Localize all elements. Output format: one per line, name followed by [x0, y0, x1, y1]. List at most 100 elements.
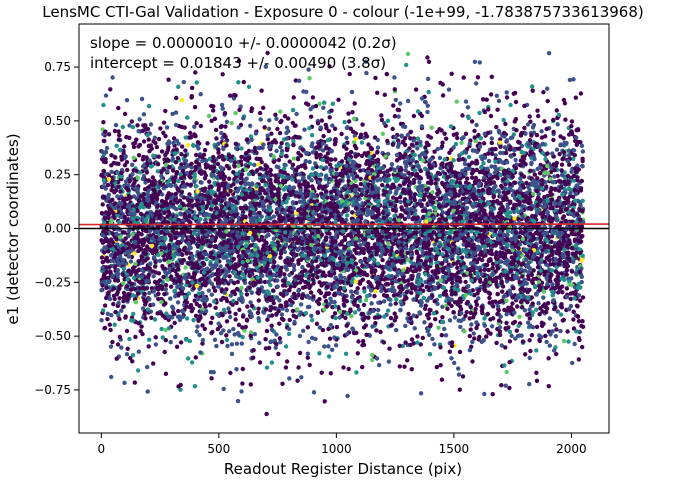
- scatter-point: [257, 340, 262, 346]
- scatter-point: [362, 289, 367, 294]
- scatter-point: [570, 360, 575, 366]
- scatter-point: [183, 265, 188, 270]
- scatter-point: [317, 183, 323, 189]
- scatter-point: [571, 178, 577, 183]
- scatter-point: [192, 384, 198, 389]
- scatter-point: [554, 351, 559, 357]
- scatter-point: [440, 210, 445, 215]
- scatter-point: [357, 204, 362, 209]
- scatter-point: [456, 157, 461, 162]
- scatter-point: [419, 113, 425, 119]
- scatter-point: [346, 111, 351, 116]
- scatter-point: [334, 324, 340, 330]
- scatter-point: [382, 314, 387, 319]
- scatter-point: [578, 91, 584, 96]
- scatter-point: [395, 177, 401, 182]
- scatter-point: [227, 274, 232, 279]
- scatter-point: [128, 287, 134, 292]
- scatter-point: [490, 392, 495, 397]
- scatter-point: [248, 382, 253, 387]
- scatter-point: [343, 351, 349, 356]
- scatter-point: [147, 337, 152, 342]
- scatter-point: [159, 173, 164, 179]
- scatter-point: [497, 325, 503, 330]
- scatter-point: [101, 102, 106, 108]
- scatter-point: [489, 136, 494, 141]
- scatter-point: [301, 328, 306, 333]
- scatter-point: [521, 150, 527, 156]
- scatter-point: [290, 308, 296, 314]
- scatter-point: [385, 308, 391, 313]
- scatter-point: [198, 123, 203, 129]
- scatter-point: [274, 332, 279, 337]
- scatter-point: [361, 325, 367, 330]
- scatter-point: [509, 154, 514, 159]
- scatter-point: [297, 333, 303, 339]
- scatter-point: [291, 95, 296, 100]
- scatter-point: [347, 71, 352, 77]
- scatter-point: [502, 208, 507, 213]
- scatter-point: [313, 336, 318, 342]
- scatter-point: [405, 98, 411, 104]
- scatter-point: [238, 180, 244, 186]
- scatter-point: [379, 113, 384, 118]
- scatter-point: [412, 326, 417, 331]
- scatter-point: [178, 340, 184, 345]
- scatter-point: [375, 90, 380, 96]
- scatter-point: [373, 320, 378, 326]
- scatter-point: [234, 367, 239, 372]
- scatter-point: [105, 311, 111, 316]
- scatter-point: [159, 149, 165, 154]
- scatter-point: [102, 250, 107, 255]
- scatter-point: [425, 76, 431, 82]
- scatter-point: [205, 141, 210, 146]
- scatter-point: [130, 162, 135, 167]
- scatter-point: [306, 278, 311, 283]
- scatter-point: [488, 113, 494, 119]
- scatter-point: [148, 309, 153, 314]
- scatter-point: [264, 328, 270, 334]
- scatter-point: [336, 97, 341, 103]
- scatter-point: [144, 244, 150, 249]
- scatter-point: [213, 127, 219, 133]
- scatter-point: [109, 169, 114, 174]
- scatter-point: [309, 133, 315, 138]
- scatter-point: [550, 282, 555, 287]
- scatter-point: [470, 175, 475, 180]
- scatter-point: [360, 343, 365, 348]
- scatter-point: [191, 317, 196, 323]
- scatter-point: [175, 155, 181, 161]
- scatter-point: [209, 376, 214, 381]
- scatter-point: [575, 314, 580, 319]
- scatter-point: [115, 194, 120, 199]
- scatter-point: [271, 236, 276, 241]
- scatter-point: [130, 353, 136, 358]
- scatter-point: [494, 340, 499, 346]
- scatter-point: [123, 315, 128, 320]
- scatter-point: [375, 145, 381, 150]
- scatter-point: [460, 374, 466, 379]
- scatter-point: [325, 243, 330, 248]
- scatter-point: [277, 336, 283, 341]
- scatter-point: [471, 331, 476, 336]
- scatter-point: [176, 308, 181, 314]
- scatter-point: [409, 337, 415, 342]
- scatter-point: [104, 145, 110, 151]
- scatter-point: [274, 164, 279, 169]
- scatter-point: [536, 301, 541, 306]
- scatter-point: [482, 323, 487, 328]
- scatter-point: [164, 125, 170, 130]
- scatter-point: [315, 121, 321, 126]
- scatter-point: [559, 284, 565, 289]
- scatter-point: [580, 295, 586, 300]
- scatter-point: [486, 158, 492, 164]
- scatter-point: [327, 115, 332, 120]
- scatter-point: [447, 318, 453, 323]
- scatter-point: [207, 179, 212, 184]
- scatter-point: [572, 153, 577, 158]
- scatter-point: [305, 150, 310, 156]
- scatter-point: [415, 334, 420, 339]
- scatter-point: [159, 326, 164, 332]
- scatter-point: [537, 337, 542, 342]
- scatter-point: [519, 143, 525, 149]
